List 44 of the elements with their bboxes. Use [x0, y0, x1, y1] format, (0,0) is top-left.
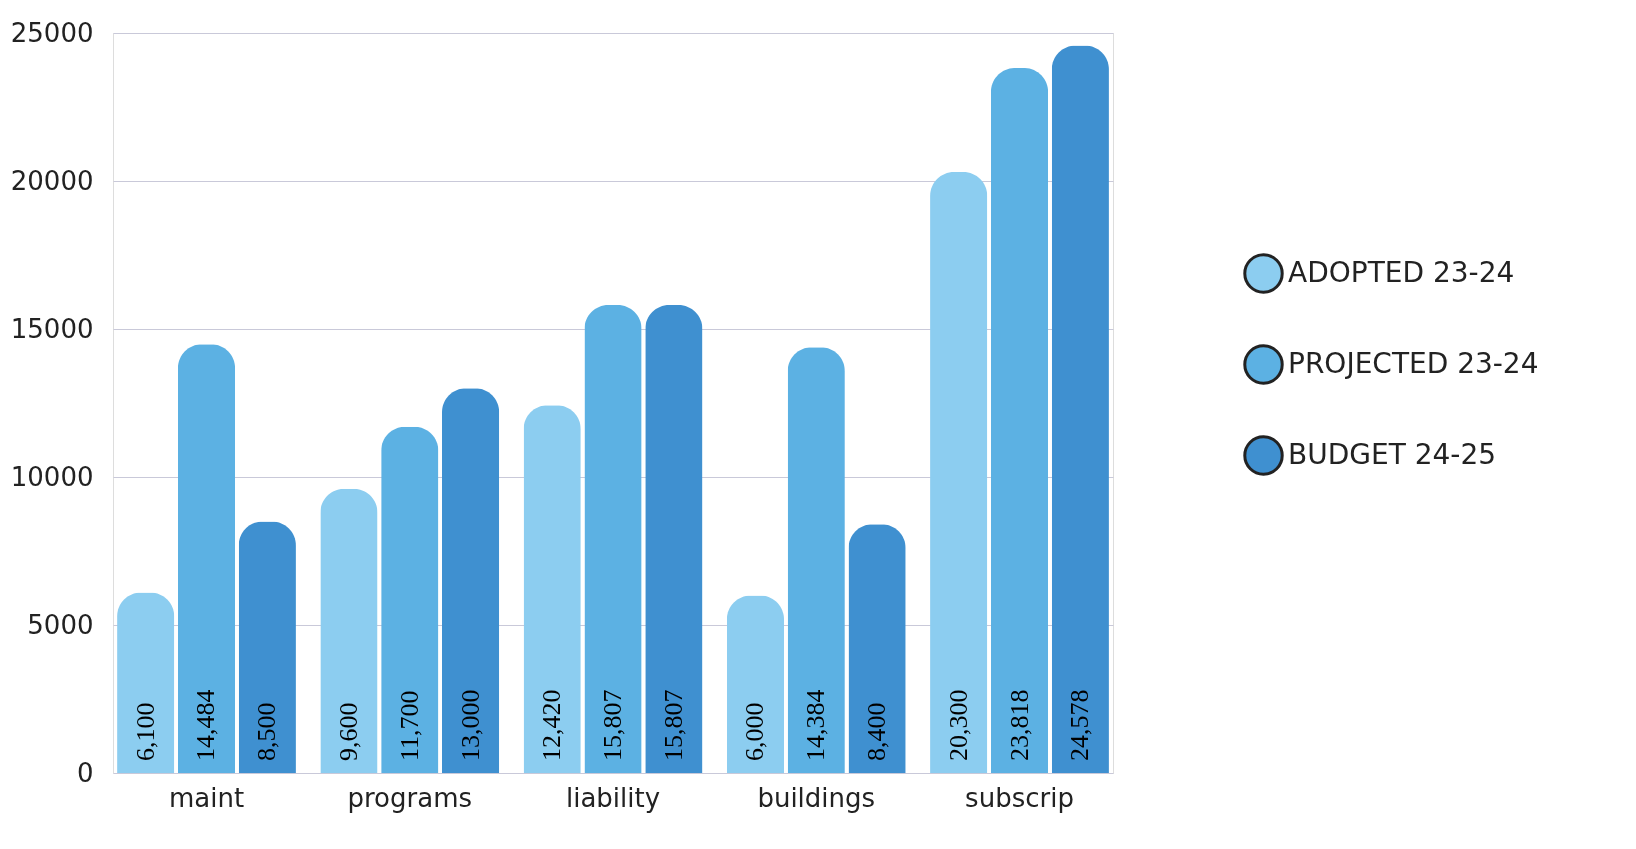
data-label: 23,818	[1004, 689, 1034, 761]
bar	[320, 488, 378, 773]
data-label: 9,600	[333, 702, 363, 761]
bar	[441, 388, 500, 773]
bar	[381, 426, 439, 773]
bar	[726, 595, 785, 773]
x-tick-label: buildings	[757, 782, 876, 813]
y-tick-label: 20000	[10, 165, 94, 196]
x-tick-label: programs	[347, 782, 473, 813]
data-label: 15,807	[598, 689, 627, 761]
bar	[1051, 45, 1109, 773]
data-label: 12,420	[537, 689, 567, 761]
data-label: 6,000	[740, 702, 770, 761]
y-tick-label: 15000	[10, 313, 94, 344]
data-label: 8,400	[862, 702, 892, 761]
legend-label: ADOPTED 23-24	[1288, 255, 1515, 289]
data-label: 8,500	[252, 702, 282, 761]
bar	[238, 521, 296, 773]
data-label: 20,300	[943, 689, 973, 761]
bar	[645, 305, 703, 773]
bar	[177, 344, 236, 773]
legend-label: PROJECTED 23-24	[1288, 346, 1539, 380]
data-label: 14,384	[801, 689, 831, 761]
bar	[523, 405, 581, 773]
bar	[848, 524, 906, 773]
bar	[930, 172, 988, 773]
data-label: 11,700	[394, 690, 424, 761]
x-tick-label: maint	[168, 782, 245, 813]
data-label: 24,578	[1065, 689, 1095, 761]
bar	[787, 347, 845, 773]
data-label: 14,484	[191, 689, 221, 761]
bar	[584, 305, 642, 773]
legend-label: BUDGET 24-25	[1288, 437, 1497, 471]
y-tick-label: 25000	[10, 17, 94, 48]
bar	[990, 67, 1049, 773]
x-tick-label: liability	[565, 782, 661, 813]
data-label: 6,100	[130, 702, 160, 761]
y-tick-label: 10000	[10, 461, 94, 492]
x-tick-label: subscrip	[965, 782, 1074, 813]
y-tick-label: 5000	[27, 609, 94, 640]
y-tick-label: 0	[76, 757, 94, 788]
data-label: 13,000	[455, 689, 485, 761]
bar	[117, 592, 175, 773]
data-label: 15,807	[658, 689, 688, 761]
